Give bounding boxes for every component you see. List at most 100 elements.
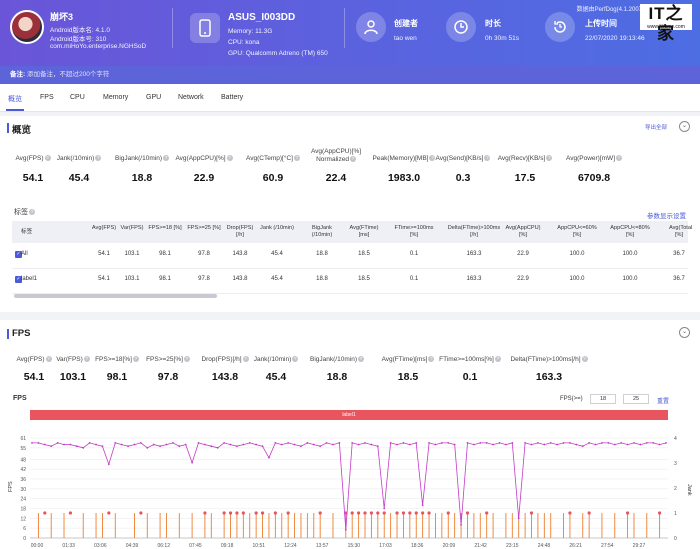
- fps-title: FPS: [6, 328, 31, 339]
- table-scrollbar[interactable]: [14, 294, 217, 298]
- table-cell: 18.8: [316, 251, 328, 257]
- collapse-overview-button[interactable]: ⌄: [679, 121, 690, 132]
- table-header-cell[interactable]: Avg(FTime) [ms]: [349, 225, 379, 238]
- fps-point: [396, 443, 398, 446]
- stat-label-text: Jank(/10min): [253, 356, 292, 363]
- fps-point: [389, 442, 392, 444]
- table-header-cell[interactable]: FPS>=25 [%]: [187, 225, 221, 231]
- fps-chart-label: FPS: [13, 395, 27, 402]
- fps-point: [319, 445, 322, 448]
- help-icon: ?: [546, 155, 553, 162]
- upload-time-label: 上传时间: [585, 19, 617, 28]
- y-tick-label: 12: [20, 516, 26, 522]
- stat-label: Jank(/10min)?: [234, 356, 318, 364]
- tab-network[interactable]: Network: [178, 94, 204, 101]
- fps-point: [485, 442, 488, 444]
- bigjank-mark: [43, 511, 47, 515]
- table-header-cell[interactable]: FTime>=100ms [%]: [394, 225, 434, 238]
- collapse-fps-button[interactable]: ⌄: [679, 327, 690, 338]
- help-icon: ?: [45, 356, 52, 363]
- y2-tick-label: 1: [674, 511, 677, 517]
- stat-value: 98.1: [106, 371, 128, 383]
- reset-button[interactable]: 重置: [657, 399, 670, 405]
- table-header-cell[interactable]: Drop(FPS) [/h]: [226, 225, 254, 238]
- stat-label-text: Avg(FPS): [15, 155, 44, 162]
- fps-point: [376, 445, 379, 448]
- table-header-cell[interactable]: Avg(Total [%]: [669, 225, 693, 238]
- tags-label: 标签?: [14, 209, 35, 216]
- fps-point: [178, 445, 181, 448]
- header-divider: [344, 8, 345, 48]
- y-tick-label: 36: [20, 477, 26, 483]
- table-header-cell[interactable]: FPS>=18 [%]: [148, 225, 182, 231]
- fps-point: [504, 443, 507, 446]
- user-icon: [356, 12, 386, 42]
- table-header-cell[interactable]: Jank (/10min): [260, 225, 294, 231]
- tab-cpu[interactable]: CPU: [70, 94, 85, 101]
- x-tick-label: 00:00: [31, 543, 44, 549]
- stat-label-text: FPS>=25[%]: [146, 356, 183, 363]
- stat-label: Var(FPS)?: [31, 356, 115, 364]
- tab-gpu[interactable]: GPU: [146, 94, 162, 101]
- bigjank-mark: [414, 511, 418, 515]
- tab-overview[interactable]: 概览: [8, 96, 22, 103]
- stat-label: Avg(AppCPU)[%] Normalized?: [300, 148, 372, 164]
- fps-threshold-input-1[interactable]: 18: [590, 394, 616, 404]
- table-header-cell[interactable]: BigJank (/10min): [311, 225, 333, 238]
- fps-point: [171, 442, 174, 444]
- tab-memory[interactable]: Memory: [103, 94, 129, 101]
- table-header-cell[interactable]: 标签: [21, 229, 33, 235]
- fps-point: [146, 446, 149, 449]
- creator-label: 创建者: [394, 19, 418, 28]
- table-cell: 22.9: [517, 251, 529, 257]
- bigjank-mark: [107, 511, 111, 515]
- row-divider: [12, 268, 688, 269]
- x-tick-label: 27:54: [601, 543, 614, 549]
- fps-filter-label: FPS(>=): [560, 396, 583, 402]
- row-checkbox[interactable]: ✓: [15, 276, 22, 283]
- table-header-cell[interactable]: AppCPU<=80% [%]: [610, 225, 650, 238]
- fps-point: [139, 442, 142, 444]
- fps-point: [620, 442, 623, 444]
- export-all-link[interactable]: 导出全部: [644, 125, 667, 131]
- fps-point: [466, 442, 469, 444]
- row-divider: [12, 293, 688, 294]
- stat-value: 54.1: [22, 172, 44, 184]
- fps-point: [511, 442, 514, 444]
- fps-point: [88, 442, 91, 444]
- bigjank-mark: [485, 511, 489, 515]
- fps-point: [658, 443, 661, 446]
- fps-point: [408, 443, 411, 446]
- bigjank-mark: [587, 511, 591, 515]
- fps-threshold-input-2[interactable]: 25: [623, 394, 649, 404]
- table-header-cell[interactable]: Var(FPS): [120, 225, 144, 231]
- phone-icon: [190, 13, 220, 43]
- row-checkbox[interactable]: ✓: [15, 251, 22, 258]
- note-input[interactable]: 添加备注，不超过200个字符: [26, 71, 110, 78]
- table-header-cell[interactable]: Delta(FTime)>100ms [/h]: [447, 225, 501, 238]
- table-cell: 45.4: [271, 276, 283, 282]
- fps-point: [338, 442, 341, 444]
- bigjank-mark: [68, 511, 73, 515]
- stat-label: FPS>=18[%]?: [75, 356, 159, 364]
- table-header-cell[interactable]: AppCPU<=60% [%]: [557, 225, 597, 238]
- stat-label: Avg(Power)[mW]?: [558, 155, 630, 163]
- help-icon: ?: [83, 356, 90, 363]
- param-settings-link[interactable]: 参数显示设置: [647, 213, 686, 220]
- bigjank-mark: [568, 511, 572, 515]
- label-legend-bar[interactable]: label1: [30, 410, 668, 420]
- fps-point: [351, 442, 354, 444]
- stat-label: BigJank(/10min)?: [106, 155, 178, 163]
- fps-point: [607, 442, 610, 444]
- table-header-cell[interactable]: Avg(FPS): [91, 225, 117, 231]
- table-cell: 45.4: [271, 251, 283, 257]
- fps-point: [357, 443, 360, 446]
- fps-point: [472, 443, 475, 446]
- fps-point: [242, 443, 245, 446]
- table-header-cell[interactable]: Avg(AppCPU) [%]: [505, 225, 541, 238]
- tab-battery[interactable]: Battery: [221, 94, 244, 101]
- stat-label-text: BigJank(/10min): [115, 155, 162, 162]
- note-bar[interactable]: 备注: 添加备注，不超过200个字符: [0, 66, 700, 84]
- tab-fps[interactable]: FPS: [40, 94, 54, 101]
